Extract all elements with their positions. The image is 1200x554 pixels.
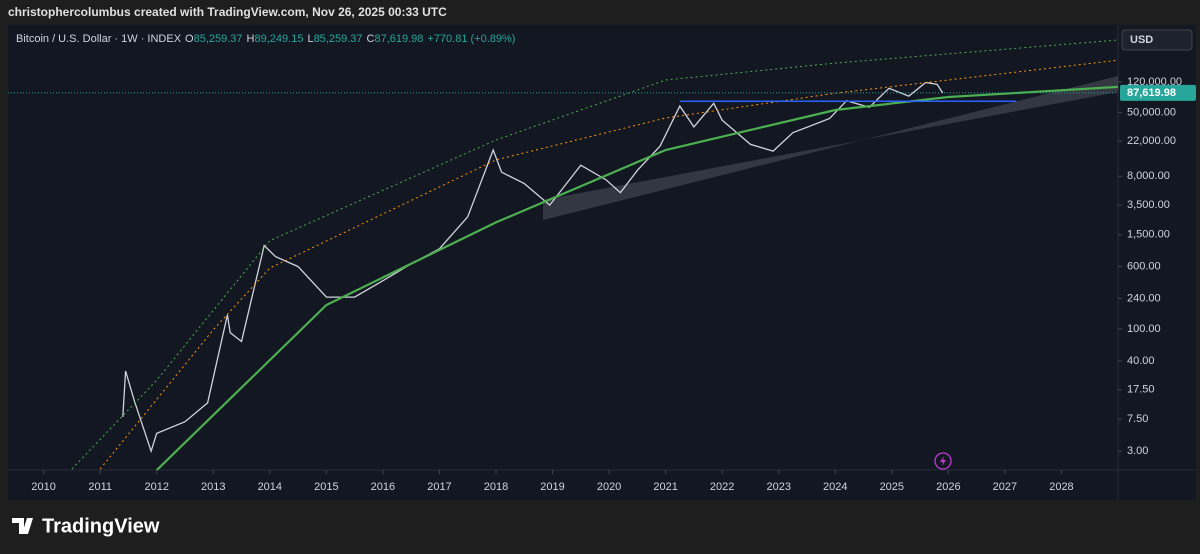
x-tick-label: 2024 [823, 481, 847, 493]
header-text: Bitcoin / U.S. Dollar · 1W · INDEX [16, 33, 182, 45]
y-tick-label: 1,500.00 [1127, 229, 1170, 241]
last-price-box [1120, 84, 1196, 101]
lightning-icon[interactable] [934, 452, 952, 470]
x-tick-label: 2010 [31, 481, 55, 493]
header-text: C [367, 33, 375, 45]
series-line [155, 85, 1118, 470]
header-text: 87,619.98 [374, 33, 423, 45]
x-tick-label: 2011 [88, 481, 112, 493]
header-text: L [307, 33, 313, 45]
header-text: 85,259.37 [194, 33, 243, 45]
header-text: O [185, 33, 194, 45]
y-tick-label: 17.50 [1127, 384, 1155, 396]
chart-panel [8, 25, 1196, 500]
x-tick-label: 2028 [1049, 481, 1073, 493]
x-tick-label: 2022 [710, 481, 734, 493]
header-text: H [247, 33, 255, 45]
series-line [122, 81, 944, 454]
currency[interactable]: USD [1130, 34, 1153, 46]
header-text: 89,249.15 [255, 33, 304, 45]
x-tick-label: 2025 [880, 481, 904, 493]
x-tick-label: 2018 [484, 481, 508, 493]
y-tick-label: 50,000.00 [1127, 106, 1176, 118]
x-tick-label: 2027 [993, 481, 1017, 493]
y-tick-label: 8,000.00 [1127, 170, 1170, 182]
logo [12, 518, 33, 534]
header-text: +770.81 (+0.89%) [427, 33, 515, 45]
currency-button[interactable] [1121, 29, 1193, 51]
y-tick-label: 240.00 [1127, 292, 1161, 304]
x-tick-label: 2017 [427, 481, 451, 493]
y-tick-label: 3,500.00 [1127, 199, 1170, 211]
x-tick-label: 2014 [258, 481, 282, 493]
symbol-header: Bitcoin / U.S. Dollar · 1W · INDEX O85,25… [16, 33, 515, 45]
series-line [71, 39, 1118, 470]
y-tick-label: 120,000.00 [1127, 76, 1182, 88]
y-tick-label: 7.50 [1127, 413, 1148, 425]
x-tick-label: 2023 [766, 481, 790, 493]
x-tick-label: 2020 [597, 481, 621, 493]
y-tick-label: 40.00 [1127, 355, 1155, 367]
x-tick-label: 2016 [371, 481, 395, 493]
x-tick-label: 2026 [936, 481, 960, 493]
plot [71, 39, 1118, 470]
x-tick-label: 2013 [201, 481, 225, 493]
x-tick-label: 2012 [144, 481, 168, 493]
attribution: christophercolumbus created with Trading… [8, 5, 447, 19]
y-tick-label: 22,000.00 [1127, 135, 1176, 147]
y-tick-label: 3.00 [1127, 445, 1148, 457]
x-tick-label: 2021 [653, 481, 677, 493]
last-price-label: 87,619.98 [1127, 87, 1176, 99]
x-tick-label: 2015 [314, 481, 338, 493]
x-tick-label: 2019 [540, 481, 564, 493]
y-tick-label: 600.00 [1127, 260, 1161, 272]
y-tick-label: 100.00 [1127, 323, 1161, 335]
header-text: 85,259.37 [314, 33, 363, 45]
brand: TradingView [42, 515, 160, 537]
channel-drawing [543, 76, 1118, 220]
